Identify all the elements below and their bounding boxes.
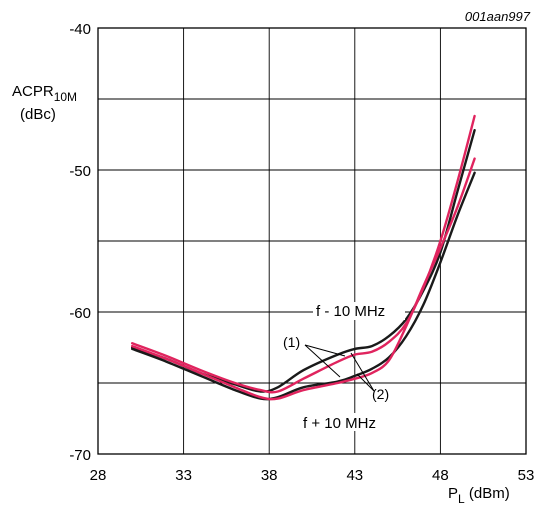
annotation-lower-bg: [300, 413, 408, 431]
annotation-leader-1b: [304, 344, 341, 378]
y-axis-label-sub: 10M: [54, 90, 77, 104]
annotation-leader-1a: [304, 344, 346, 357]
y-tick-label: -50: [69, 163, 91, 180]
series-line-4: [131, 157, 476, 401]
x-axis-label-unit: (dBm): [465, 485, 510, 502]
series-line-2: [131, 171, 476, 401]
annotation-label-2: (2): [372, 386, 389, 402]
annotations: [304, 344, 375, 392]
x-axis-label-sub: L: [458, 492, 465, 506]
y-tick-label: -60: [69, 305, 91, 322]
annotation-label-1: (1): [283, 334, 300, 350]
x-tick-label: 53: [518, 467, 535, 484]
plot-frame: [97, 27, 527, 455]
x-tick-label: 28: [90, 467, 107, 484]
x-tick-label: 48: [432, 467, 449, 484]
annotation-f-minus: f - 10 MHz: [316, 303, 385, 320]
x-axis-label: PL (dBm): [448, 485, 510, 506]
x-tick-labels: 28 33 38 43 48 53: [90, 467, 535, 484]
y-tick-label: -40: [69, 21, 91, 38]
x-tick-label: 33: [175, 467, 192, 484]
y-axis-label: ACPR10M: [12, 83, 77, 104]
annotation-leader-2a: [350, 352, 375, 392]
annotation-leader-2b: [356, 373, 375, 392]
series-layer: [131, 114, 476, 401]
annotation-f-plus: f + 10 MHz: [303, 415, 376, 432]
y-axis-unit: (dBc): [20, 106, 56, 123]
x-axis-label-main: P: [448, 485, 458, 502]
x-tick-label: 38: [261, 467, 278, 484]
y-tick-label: -70: [69, 447, 91, 464]
figure-id: 001aan997: [465, 9, 531, 24]
grid: [98, 28, 526, 454]
y-tick-labels: -40 -50 -60 -70: [69, 21, 91, 464]
y-axis-label-main: ACPR: [12, 83, 54, 100]
x-tick-label: 43: [346, 467, 363, 484]
annotation-upper-bg: [313, 302, 405, 320]
